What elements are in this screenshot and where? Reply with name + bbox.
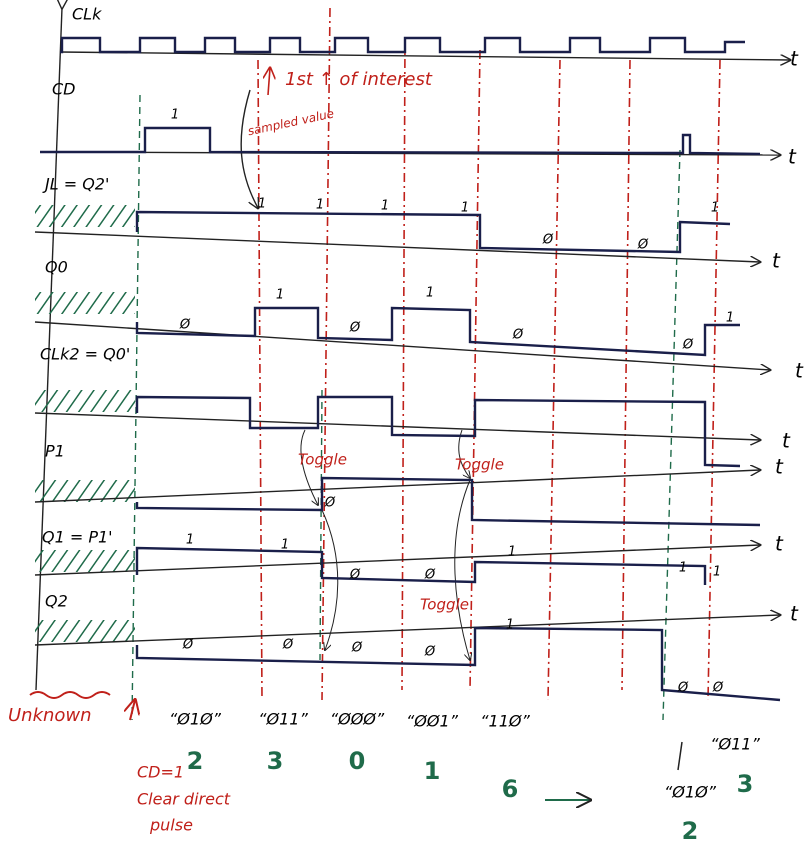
level-label: 1	[726, 311, 734, 326]
level-label: Ø	[512, 328, 524, 343]
sampled-note: sampled value	[246, 106, 335, 138]
level-label: Ø	[682, 338, 694, 353]
state-decimal: 1	[424, 757, 441, 785]
level-label: 1	[426, 286, 434, 301]
state-bits: “ØØØ”	[330, 710, 385, 729]
level-label: 1	[381, 199, 389, 214]
time-axis	[34, 545, 760, 576]
level-label: 1	[506, 618, 514, 633]
signal-label: JL = Q2'	[42, 175, 109, 194]
vertical-axis	[35, 8, 62, 691]
axis-label: t	[788, 145, 797, 169]
level-label: Ø	[349, 568, 361, 583]
signal-label: Q1 = P1'	[42, 528, 113, 547]
toggle-note: Toggle	[420, 596, 469, 614]
state-decimal: 0	[349, 747, 366, 775]
level-label: Ø	[424, 568, 436, 583]
state-bits: “Ø11”	[710, 735, 760, 754]
level-label: Ø	[424, 645, 436, 660]
time-axis	[34, 321, 770, 370]
axis-label: t	[782, 429, 791, 453]
axis-label: t	[790, 47, 799, 71]
waveform	[135, 626, 781, 702]
toggle-note: Toggle	[455, 456, 504, 474]
clear-direct-note: Clear direct	[137, 790, 231, 809]
level-label: 1	[711, 201, 719, 216]
level-label: Ø	[349, 321, 361, 336]
waveform	[40, 126, 761, 156]
state-decimal: 6	[502, 775, 519, 803]
state-bits: “Ø1Ø”	[664, 783, 717, 802]
state-decimal: 2	[187, 747, 204, 775]
level-label: 1	[281, 538, 289, 553]
signal-label: CLk2 = Q0'	[40, 345, 130, 364]
pulse-note: pulse	[149, 816, 193, 835]
level-label: Ø	[282, 638, 294, 653]
state-decimal: 3	[737, 770, 754, 798]
level-label: Ø	[542, 233, 554, 248]
time-axis	[59, 51, 790, 60]
signal-label: P1	[45, 442, 65, 461]
level-label: Ø	[179, 318, 191, 333]
state-decimal: 2	[682, 817, 699, 845]
state-bits: “Ø1Ø”	[169, 710, 222, 729]
level-label: 1	[171, 108, 179, 123]
time-axis	[34, 615, 780, 646]
level-label: 1	[508, 545, 516, 560]
level-label: 1	[276, 288, 284, 303]
waveform	[135, 210, 731, 254]
waveform	[135, 306, 740, 357]
waveform	[135, 476, 761, 527]
time-axis	[34, 412, 760, 440]
signal-label: CD	[52, 80, 76, 99]
axis-label: t	[790, 602, 799, 626]
unknown-note: Unknown	[8, 705, 92, 726]
first-edge-note: 1st ↑ of interest	[285, 69, 433, 90]
level-label: Ø	[712, 681, 724, 696]
cd-note: CD=1	[137, 763, 184, 782]
level-label: Ø	[677, 681, 689, 696]
axis-label: t	[772, 249, 781, 273]
level-label: 1	[461, 201, 469, 216]
signal-label: Q0	[45, 258, 68, 277]
level-label: 1	[258, 197, 266, 212]
level-label: 1	[713, 565, 721, 580]
level-label: Ø	[637, 238, 649, 253]
level-label: 1	[679, 561, 687, 576]
level-label: 1	[316, 198, 324, 213]
waveform	[135, 546, 707, 585]
state-bits: “ØØ1”	[406, 712, 459, 731]
axis-label: t	[775, 455, 784, 479]
waveform	[60, 36, 745, 54]
waveform	[135, 395, 741, 468]
signal-label: Q2	[45, 592, 68, 611]
level-label: Ø	[324, 496, 336, 511]
state-bits: “Ø11”	[258, 710, 308, 729]
state-decimal: 3	[267, 747, 284, 775]
state-bits: “11Ø”	[480, 712, 530, 731]
toggle-note: Toggle	[298, 451, 347, 469]
time-axis	[34, 231, 760, 262]
level-label: Ø	[351, 641, 363, 656]
axis-label: t	[795, 359, 804, 383]
unknown-regions	[35, 205, 135, 642]
time-axis	[34, 470, 760, 503]
level-label: 1	[186, 533, 194, 548]
axis-label: t	[775, 532, 784, 556]
level-label: Ø	[182, 638, 194, 653]
signal-label: CLk	[72, 5, 102, 24]
